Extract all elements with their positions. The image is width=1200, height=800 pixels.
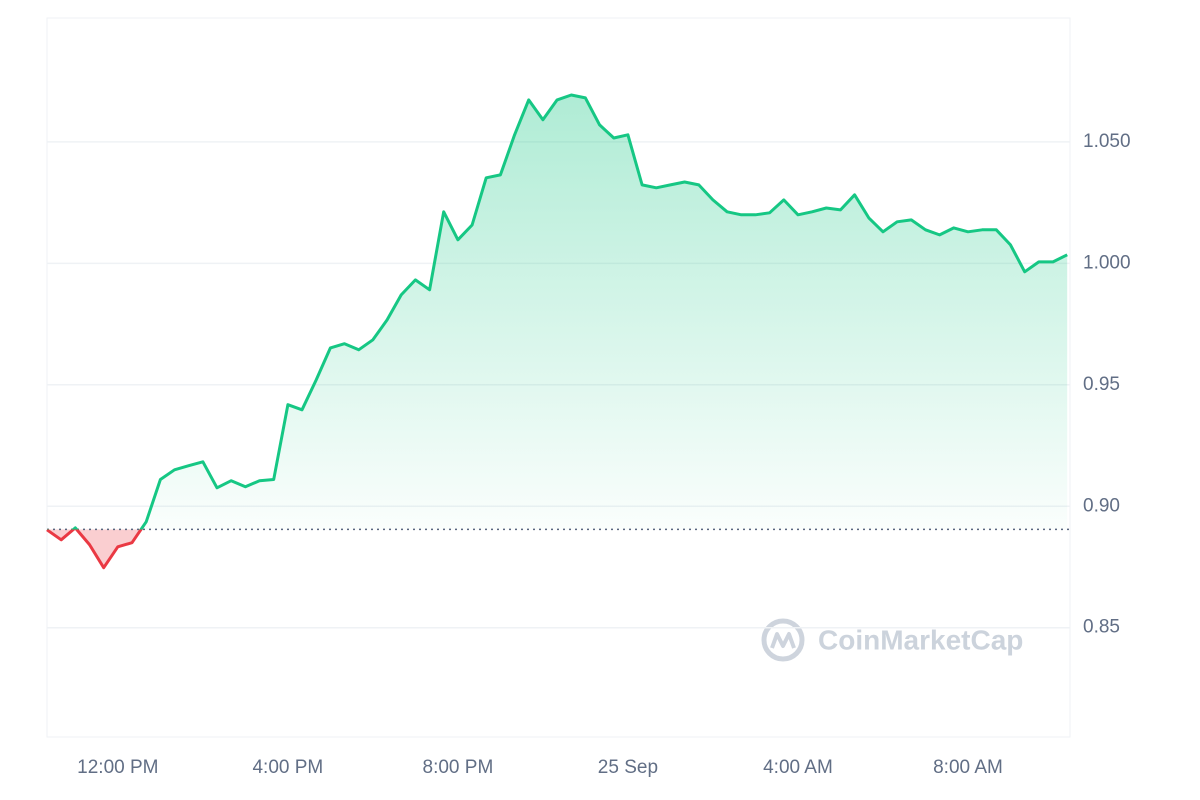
y-tick-label: 0.90 [1083, 495, 1120, 516]
x-tick-label: 4:00 PM [252, 757, 323, 778]
x-tick-label: 8:00 AM [933, 757, 1003, 778]
y-tick-label: 1.050 [1083, 131, 1131, 152]
price-area [47, 95, 1068, 568]
y-tick-label: 1.000 [1083, 252, 1131, 273]
x-tick-label: 4:00 AM [763, 757, 833, 778]
x-tick-label: 8:00 PM [423, 757, 494, 778]
y-tick-label: 0.85 [1083, 617, 1120, 638]
x-tick-label: 25 Sep [598, 757, 658, 778]
x-tick-label: 12:00 PM [77, 757, 158, 778]
watermark-logo [761, 618, 805, 662]
price-line [46, 93, 1068, 570]
plot-frame [46, 17, 1071, 738]
watermark: CoinMarketCap [818, 624, 1023, 655]
y-tick-label: 0.95 [1083, 374, 1120, 395]
